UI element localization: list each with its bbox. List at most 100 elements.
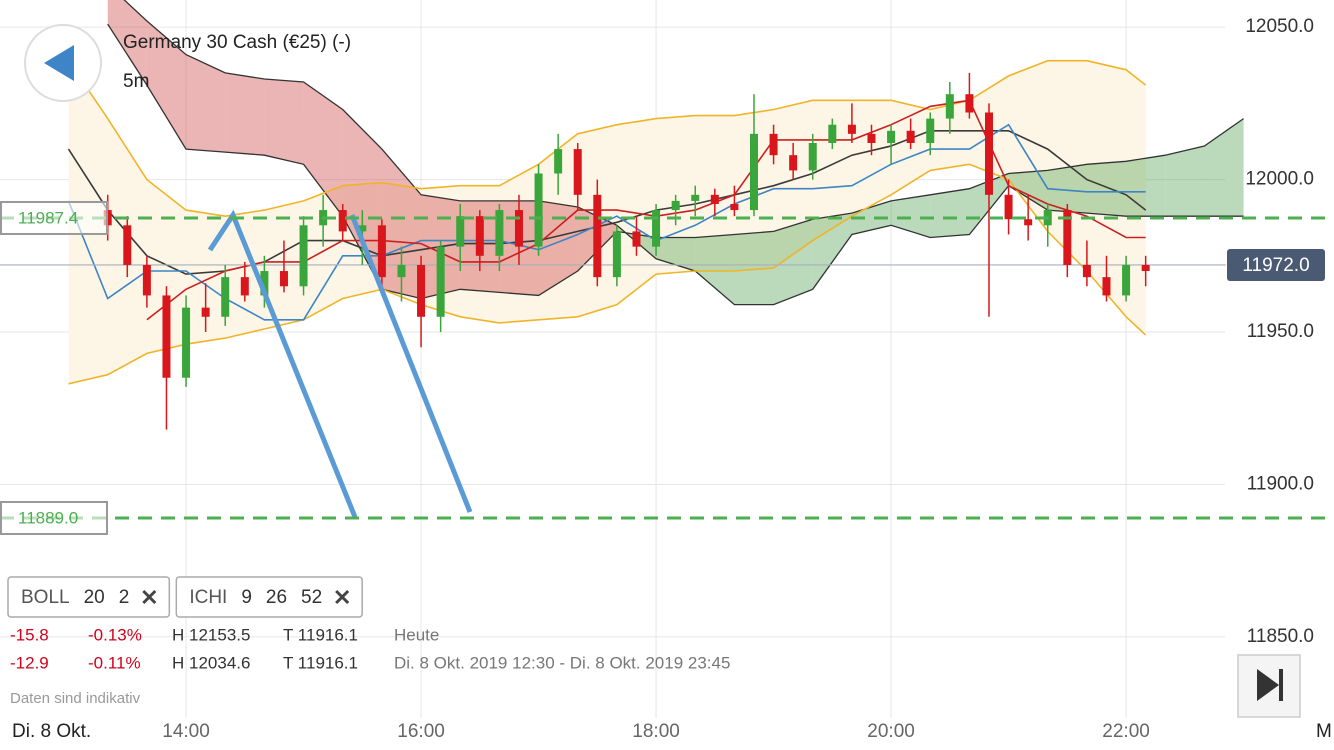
candle-body bbox=[612, 231, 621, 278]
skip-to-end-button[interactable] bbox=[1237, 654, 1301, 718]
candle-body bbox=[1082, 264, 1091, 278]
indicator-name[interactable]: BOLL bbox=[21, 587, 70, 608]
candle-body bbox=[652, 210, 661, 247]
back-icon[interactable] bbox=[44, 45, 74, 81]
candle-body bbox=[142, 264, 151, 296]
candle-body bbox=[417, 264, 426, 317]
remove-indicator-icon[interactable] bbox=[142, 589, 157, 605]
candle-body bbox=[338, 210, 347, 232]
cloud-segment bbox=[930, 188, 970, 238]
candle-body bbox=[221, 277, 230, 317]
x-tick-label: 16:00 bbox=[397, 721, 445, 742]
indicator-param[interactable]: 9 bbox=[241, 587, 252, 608]
indicator-chip[interactable]: ICHI 9 26 52 bbox=[175, 576, 363, 618]
candle-body bbox=[201, 307, 210, 317]
x-start-label: Di. 8 Okt. bbox=[12, 721, 91, 742]
candle-body bbox=[769, 133, 778, 156]
remove-indicator-icon[interactable] bbox=[335, 589, 350, 605]
last-price-box bbox=[1227, 248, 1325, 281]
price-level-label: 11987.4 bbox=[18, 208, 78, 227]
candle-body bbox=[847, 124, 856, 134]
chart-title: Germany 30 Cash (€25) (-) bbox=[123, 32, 351, 53]
cloud-segment bbox=[656, 237, 696, 272]
cloud-segment bbox=[107, 0, 147, 86]
level-layer: 11987.4 11889.0 11972.0 bbox=[0, 200, 1334, 535]
cloud-segment bbox=[891, 194, 931, 238]
candle-body bbox=[358, 225, 367, 232]
candle-body bbox=[632, 231, 641, 247]
candle-body bbox=[828, 124, 837, 143]
candle-body bbox=[123, 225, 132, 265]
candle-body bbox=[906, 130, 915, 143]
cloud-segment bbox=[1086, 161, 1127, 217]
candle-body bbox=[554, 149, 563, 174]
candle-body bbox=[1004, 194, 1013, 220]
indicator-name[interactable]: ICHI bbox=[189, 587, 227, 608]
price-level-box bbox=[0, 500, 108, 535]
overlay-layer bbox=[0, 0, 1244, 385]
cloud-segment bbox=[146, 21, 187, 150]
candle-body bbox=[1063, 210, 1072, 265]
candle-body bbox=[456, 216, 465, 247]
stat-value: -0.13% bbox=[88, 625, 142, 644]
candle-body bbox=[887, 130, 896, 143]
chart-interval: 5m bbox=[123, 71, 149, 92]
stat-value: -0.11% bbox=[88, 653, 141, 672]
candle-body bbox=[162, 295, 171, 378]
candle-body bbox=[945, 94, 954, 119]
date-label-bg bbox=[0, 718, 115, 750]
disclaimer: Daten sind indikativ bbox=[10, 690, 141, 707]
candle-body bbox=[789, 155, 798, 171]
cloud-segment bbox=[538, 200, 578, 296]
y-tick-label: 11850.0 bbox=[1247, 626, 1314, 647]
candle-body bbox=[299, 225, 308, 287]
stat-value: T 11916.1 bbox=[283, 653, 358, 672]
stat-value: -12.9 bbox=[10, 653, 49, 672]
last-price-label: 11972.0 bbox=[1242, 255, 1309, 276]
cloud-segment bbox=[695, 234, 735, 305]
cloud-segment bbox=[812, 213, 852, 290]
skip-icon-bar[interactable] bbox=[1279, 669, 1283, 701]
indicator-param[interactable]: 26 bbox=[266, 587, 287, 608]
stat-value: Di. 8 Okt. 2019 12:30 - Di. 8 Okt. 2019 … bbox=[394, 653, 730, 672]
candle-body bbox=[377, 225, 386, 278]
candle-body bbox=[691, 194, 700, 201]
x-tick-label: 22:00 bbox=[1102, 721, 1150, 742]
candle-body bbox=[279, 271, 288, 287]
cloud-segment bbox=[264, 78, 304, 165]
indicator-line bbox=[67, 123, 1146, 321]
cloud-segment bbox=[773, 219, 813, 305]
candle-body bbox=[495, 210, 504, 256]
y-tick-label: 12000.0 bbox=[1245, 169, 1314, 190]
indicator-param[interactable]: 52 bbox=[301, 587, 322, 608]
candle-body bbox=[534, 173, 543, 247]
back-button[interactable] bbox=[24, 24, 102, 102]
cloud-segment bbox=[342, 109, 382, 290]
candle-body bbox=[984, 112, 993, 195]
y-tick-label: 12050.0 bbox=[1245, 16, 1314, 37]
indicator-param[interactable]: 20 bbox=[84, 587, 105, 608]
trend-line bbox=[349, 214, 473, 513]
candle-body bbox=[182, 307, 191, 378]
candle-body bbox=[1122, 264, 1131, 296]
candle-body bbox=[593, 194, 602, 278]
indicator-param[interactable]: 2 bbox=[119, 587, 130, 608]
price-level-box bbox=[0, 200, 108, 235]
x-tick-label: 18:00 bbox=[632, 721, 680, 742]
candle-body bbox=[808, 142, 817, 171]
indicator-chip-box[interactable] bbox=[175, 576, 363, 618]
candle-body bbox=[730, 203, 739, 211]
ui-layer: Germany 30 Cash (€25) (-) 5m Daten sind … bbox=[7, 24, 1301, 718]
price-level-label: 11889.0 bbox=[18, 508, 78, 527]
skip-icon[interactable] bbox=[1257, 669, 1279, 701]
candle-body bbox=[397, 264, 406, 278]
candle-body bbox=[926, 118, 935, 143]
candle-body bbox=[260, 271, 269, 296]
indicator-chip[interactable]: BOLL 20 2 bbox=[7, 576, 171, 618]
candle-layer bbox=[103, 72, 1150, 430]
cloud-segment bbox=[1126, 155, 1166, 217]
indicator-chip-box[interactable] bbox=[7, 576, 171, 618]
stat-value: -15.8 bbox=[10, 625, 49, 644]
candle-body bbox=[436, 246, 445, 317]
